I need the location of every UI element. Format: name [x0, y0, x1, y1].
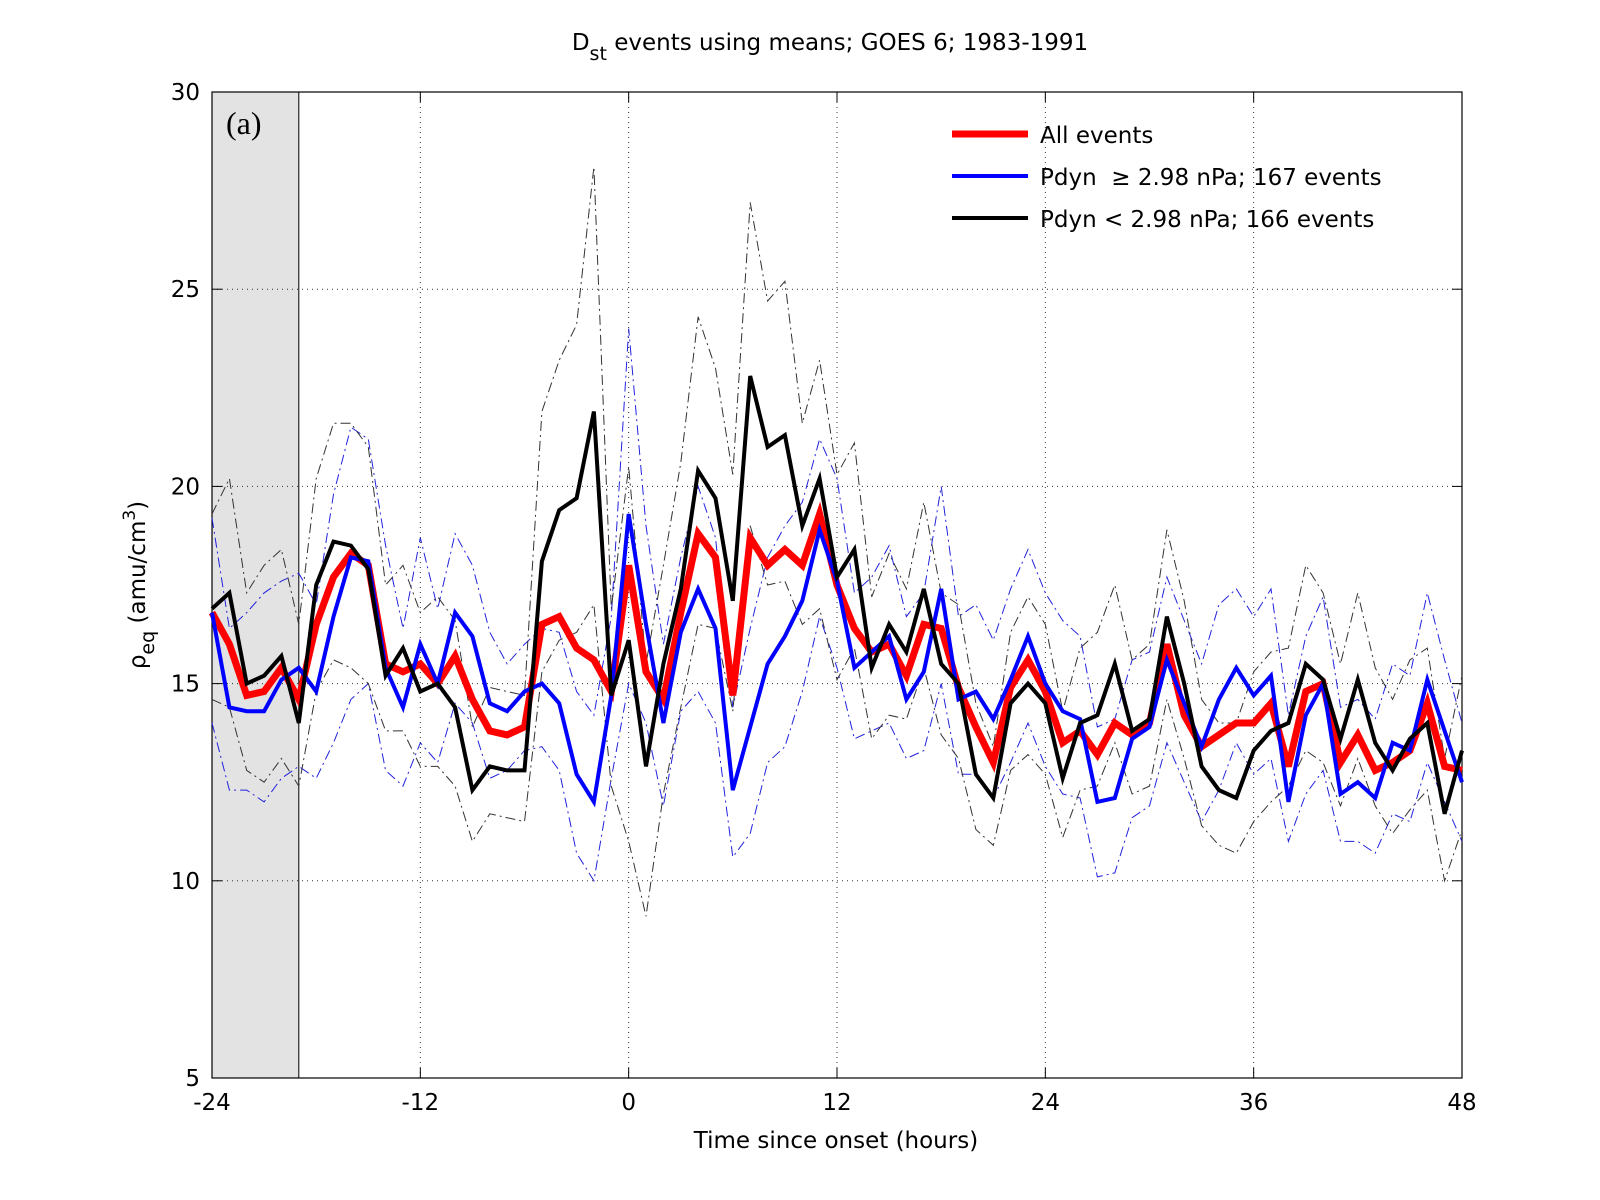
- legend-label: Pdyn ≥ 2.98 nPa; 167 events: [1040, 165, 1382, 191]
- x-axis-label: Time since onset (hours): [693, 1128, 978, 1154]
- legend-label: All events: [1040, 123, 1153, 149]
- x-tick-label: 0: [621, 1090, 636, 1116]
- plot-frame: [211, 91, 1463, 1079]
- y-tick-label: 25: [171, 277, 200, 303]
- series-line: [210, 375, 1464, 815]
- series-line: [211, 166, 1463, 759]
- y-label-end: ): [125, 501, 151, 510]
- panel-label: (a): [226, 105, 262, 141]
- x-tick-label: 48: [1447, 1090, 1476, 1116]
- x-tick-label: 24: [1031, 1090, 1060, 1116]
- title-main: D: [572, 30, 590, 56]
- y-tick-label: 30: [171, 80, 200, 106]
- series-line: [211, 328, 1463, 728]
- series-line: [211, 614, 1463, 883]
- y-label-rest: (amu/cm: [125, 521, 151, 631]
- chart-title: Dst events using means; GOES 6; 1983-199…: [572, 30, 1088, 65]
- y-label-sup: 3: [120, 510, 140, 521]
- y-tick-label: 10: [171, 869, 200, 895]
- title-sub: st: [590, 43, 607, 65]
- y-axis-label: ρeq (amu/cm3): [120, 501, 159, 669]
- y-tick-label: 20: [171, 474, 200, 500]
- y-label-main: ρ: [125, 655, 151, 670]
- x-tick-label: 12: [822, 1090, 851, 1116]
- title-rest: events using means; GOES 6; 1983-1991: [607, 30, 1088, 56]
- x-tick-label: -24: [193, 1090, 231, 1116]
- series-line: [210, 513, 1464, 808]
- series-line: [211, 525, 1463, 917]
- y-label-sub: eq: [137, 631, 159, 655]
- y-tick-label: 5: [185, 1066, 200, 1092]
- shaded-region: [212, 92, 299, 1078]
- y-tick-label: 15: [171, 672, 200, 698]
- x-tick-label: 36: [1239, 1090, 1268, 1116]
- legend-label: Pdyn < 2.98 nPa; 166 events: [1040, 207, 1374, 233]
- x-tick-label: -12: [402, 1090, 440, 1116]
